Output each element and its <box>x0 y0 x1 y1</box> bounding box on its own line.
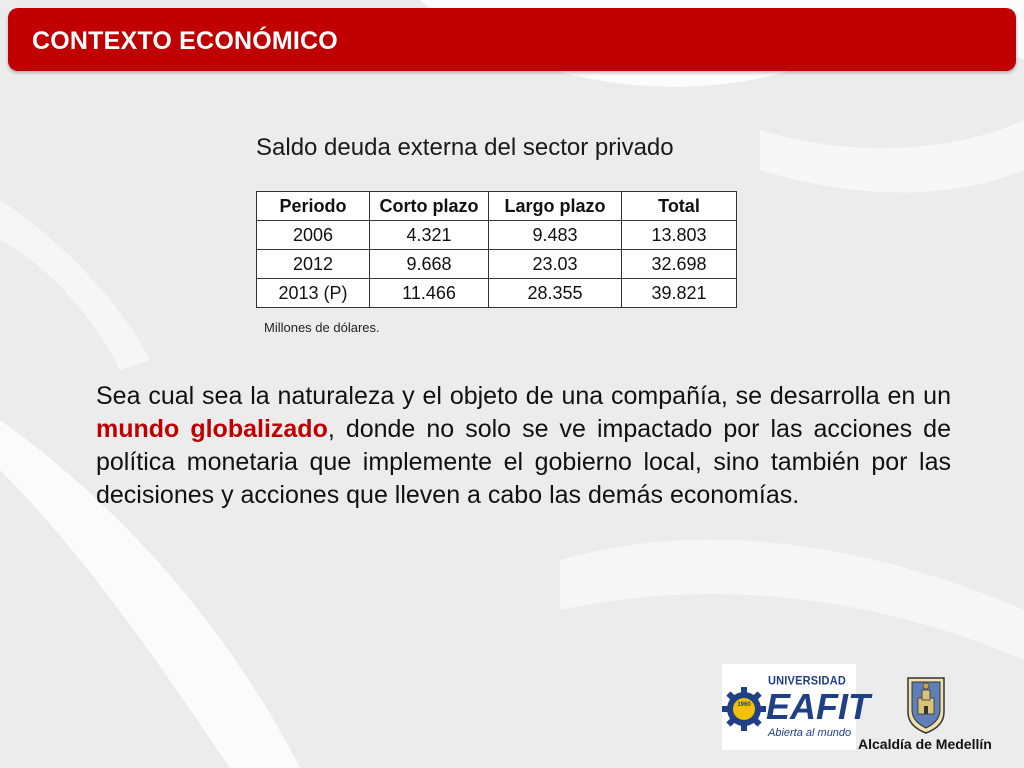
table-note: Millones de dólares. <box>264 320 380 335</box>
column-header-period: Periodo <box>256 191 370 221</box>
column-header-long-term: Largo plazo <box>488 191 622 221</box>
column-header-short-term: Corto plazo <box>369 191 489 221</box>
cell-total: 39.821 <box>621 278 737 308</box>
medellin-logo-text: Alcaldía de Medellín <box>858 736 992 752</box>
cell-total: 32.698 <box>621 249 737 279</box>
eafit-top-text: UNIVERSIDAD <box>768 674 846 688</box>
table-caption: Saldo deuda externa del sector privado <box>256 134 674 161</box>
cell-short-term: 11.466 <box>369 278 489 308</box>
cell-period: 2006 <box>256 220 370 250</box>
table-row: 2012 9.668 23.03 32.698 <box>256 249 737 279</box>
eafit-year: 1960 <box>737 702 751 708</box>
cell-period: 2013 (P) <box>256 278 370 308</box>
eafit-name: EAFIT <box>766 686 870 727</box>
cell-long-term: 28.355 <box>488 278 622 308</box>
paragraph-text-before: Sea cual sea la naturaleza y el objeto d… <box>96 382 951 410</box>
medellin-crest-icon <box>907 677 945 734</box>
eafit-logo: UNIVERSIDAD EAFIT Abierta al mundo 1960 <box>722 664 870 750</box>
paragraph-text-after: , donde no solo se ve impactado por las … <box>96 415 951 509</box>
table-row: 2013 (P) 11.466 28.355 39.821 <box>256 278 737 308</box>
slide-title: CONTEXTO ECONÓMICO <box>32 27 338 55</box>
cell-short-term: 4.321 <box>369 220 489 250</box>
cell-total: 13.803 <box>621 220 737 250</box>
eafit-tagline: Abierta al mundo <box>768 727 852 739</box>
cell-short-term: 9.668 <box>369 249 489 279</box>
table-row: 2006 4.321 9.483 13.803 <box>256 220 737 250</box>
column-header-total: Total <box>621 191 737 221</box>
cell-period: 2012 <box>256 249 370 279</box>
paragraph-highlight: mundo globalizado <box>96 415 328 443</box>
cell-long-term: 9.483 <box>488 220 622 250</box>
title-bar: CONTEXTO ECONÓMICO <box>8 8 1016 71</box>
cell-long-term: 23.03 <box>488 249 622 279</box>
table-header-row: Periodo Corto plazo Largo plazo Total <box>256 191 737 221</box>
debt-table: Periodo Corto plazo Largo plazo Total 20… <box>256 191 737 308</box>
eafit-gear-icon <box>722 687 766 731</box>
body-paragraph: Sea cual sea la naturaleza y el objeto d… <box>96 380 951 512</box>
